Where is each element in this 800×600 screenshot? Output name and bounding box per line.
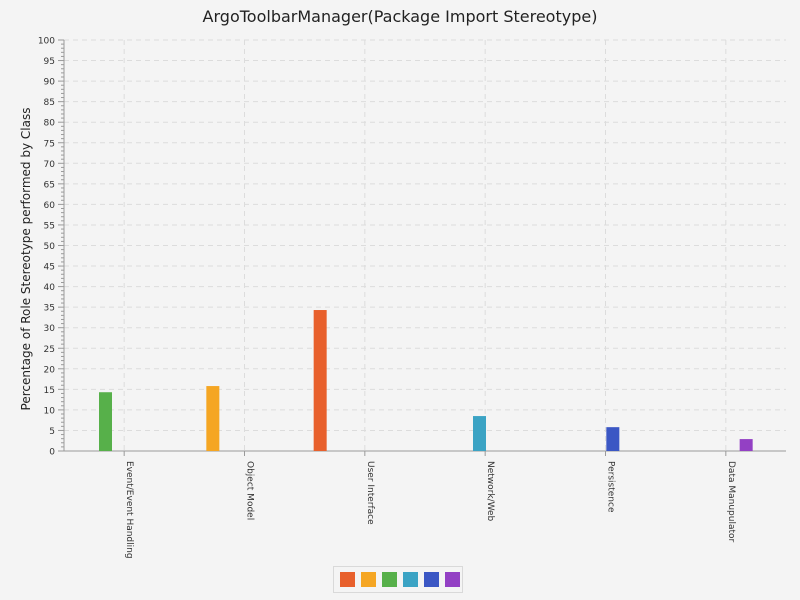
bar [739,439,753,451]
y-tick-label: 60 [44,201,56,211]
bar [313,310,327,451]
legend-swatch [424,572,439,587]
x-tick-label: User Interface [365,461,375,525]
y-tick-label: 45 [44,263,55,273]
y-tick-label: 90 [44,78,56,88]
legend-item [382,572,403,587]
y-tick-label: 10 [44,406,56,416]
y-tick-label: 65 [44,180,55,190]
legend-swatch [445,572,460,587]
y-tick-label: 30 [44,324,56,334]
y-tick-label: 20 [44,365,56,375]
y-tick-label: 85 [44,98,55,108]
y-tick-label: 70 [44,160,56,170]
y-tick-label: 25 [44,345,55,355]
y-tick-label: 35 [44,304,55,314]
bar [606,427,620,451]
y-tick-label: 15 [44,386,55,396]
y-tick-label: 80 [44,119,56,129]
legend-swatch [403,572,418,587]
y-tick-label: 5 [49,427,55,437]
x-tick-label: Data Manupulator [726,461,736,543]
legend-item [340,572,361,587]
y-tick-label: 75 [44,139,55,149]
bar [99,392,112,451]
legend-item [424,572,445,587]
x-tick-label: Network/Web [485,461,495,522]
y-tick-label: 55 [44,221,55,231]
legend-item [445,572,466,587]
y-tick-label: 95 [44,57,55,67]
bar [206,386,220,451]
legend-item [403,572,424,587]
y-tick-label: 40 [44,283,56,293]
legend [333,566,463,593]
legend-swatch [361,572,376,587]
y-tick-label: 100 [38,37,55,47]
legend-swatch [340,572,355,587]
x-tick-label: Event/Event Handling [124,461,134,559]
legend-swatch [382,572,397,587]
x-tick-label: Object Model [245,461,255,520]
y-tick-label: 0 [49,448,55,458]
chart-title: ArgoToolbarManager(Package Import Stereo… [202,7,598,26]
legend-item [361,572,382,587]
y-tick-label: 50 [44,242,56,252]
x-tick-label: Persistence [606,461,616,513]
bar [473,416,486,451]
